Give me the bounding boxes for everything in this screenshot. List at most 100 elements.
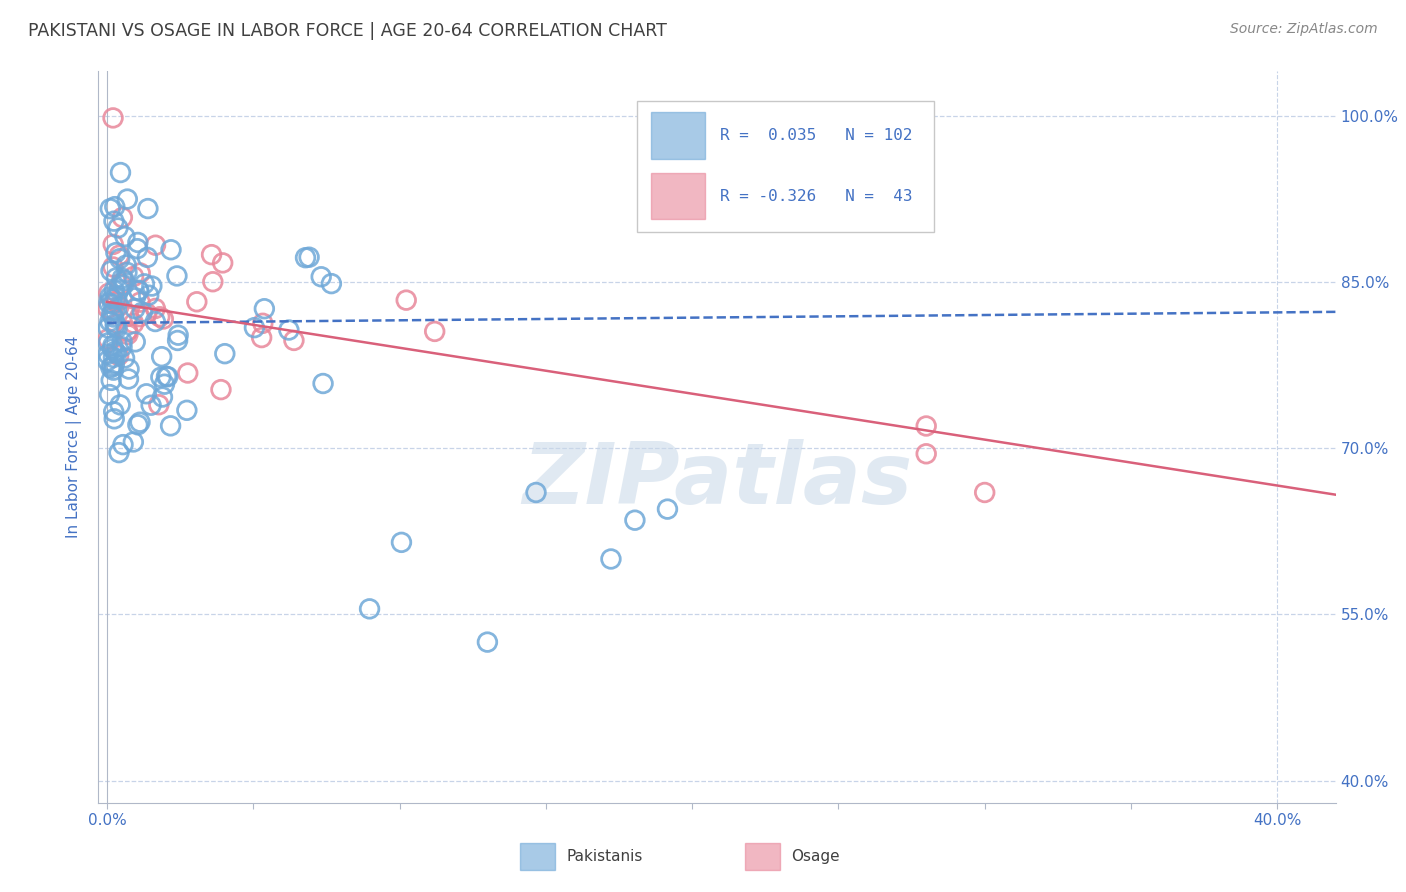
Point	[104, 317, 127, 331]
Text: R =  0.035   N = 102: R = 0.035 N = 102	[720, 128, 912, 143]
Text: Osage: Osage	[792, 849, 841, 863]
Point	[104, 344, 127, 359]
Point	[104, 319, 127, 334]
Point	[117, 310, 139, 324]
Point	[96, 353, 118, 368]
Point	[141, 279, 163, 293]
Point	[122, 269, 145, 284]
Point	[128, 310, 150, 324]
Point	[103, 237, 125, 252]
Point	[103, 363, 125, 377]
Point	[98, 314, 121, 328]
Point	[321, 277, 343, 291]
Point	[97, 332, 120, 346]
Point	[252, 316, 274, 330]
Point	[176, 403, 198, 417]
Point	[423, 325, 446, 339]
Point	[657, 502, 679, 516]
Point	[101, 342, 124, 356]
Point	[127, 242, 149, 256]
Point	[103, 310, 125, 324]
Point	[108, 398, 131, 412]
Point	[298, 250, 321, 264]
Point	[177, 366, 200, 380]
Point	[111, 334, 134, 349]
Point	[211, 256, 233, 270]
Point	[359, 602, 381, 616]
Point	[111, 340, 134, 354]
Point	[97, 335, 120, 350]
Point	[103, 412, 125, 426]
Point	[624, 513, 647, 527]
Point	[101, 260, 124, 274]
Point	[277, 323, 299, 337]
Point	[309, 269, 332, 284]
Point	[110, 277, 132, 292]
Point	[122, 316, 145, 330]
Point	[115, 258, 138, 272]
Point	[108, 445, 131, 459]
Point	[153, 377, 176, 392]
Point	[391, 535, 413, 549]
Point	[136, 202, 159, 216]
Point	[152, 390, 174, 404]
Point	[201, 275, 224, 289]
Point	[155, 369, 177, 384]
Point	[101, 297, 124, 311]
Point	[105, 346, 128, 360]
Point	[395, 293, 418, 307]
Point	[111, 271, 134, 285]
Point	[167, 328, 190, 343]
Point	[524, 485, 547, 500]
Point	[117, 192, 139, 206]
Point	[104, 245, 127, 260]
Point	[477, 635, 499, 649]
Point	[97, 347, 120, 361]
Point	[100, 264, 122, 278]
Point	[103, 357, 125, 371]
Point	[108, 252, 131, 266]
Point	[149, 370, 172, 384]
Point	[156, 369, 179, 384]
Point	[136, 251, 159, 265]
Point	[117, 324, 139, 338]
Point	[111, 437, 134, 451]
Point	[253, 301, 276, 316]
Text: R = -0.326   N =  43: R = -0.326 N = 43	[720, 188, 912, 203]
Point	[97, 321, 120, 335]
Point	[915, 419, 938, 434]
Point	[129, 295, 152, 310]
Point	[243, 320, 266, 334]
Point	[103, 405, 125, 419]
Bar	[651, 112, 704, 159]
Point	[600, 552, 623, 566]
Point	[107, 349, 129, 363]
Point	[148, 398, 170, 412]
Point	[105, 270, 128, 285]
Point	[214, 347, 236, 361]
Point	[134, 277, 156, 291]
Point	[143, 314, 166, 328]
Point	[150, 350, 173, 364]
Point	[101, 111, 124, 125]
Point	[105, 321, 128, 335]
Point	[112, 273, 135, 287]
Point	[97, 296, 120, 310]
Point	[108, 299, 131, 313]
Point	[107, 221, 129, 235]
Point	[209, 383, 232, 397]
Point	[152, 312, 174, 326]
Point	[149, 310, 172, 324]
Point	[104, 294, 127, 309]
Point	[98, 202, 121, 216]
Point	[100, 373, 122, 387]
Point	[166, 334, 188, 348]
Point	[250, 330, 273, 344]
Point	[139, 398, 162, 412]
Point	[101, 307, 124, 321]
Point	[129, 266, 152, 280]
Point	[114, 351, 136, 365]
Point	[294, 251, 316, 265]
Point	[97, 286, 120, 301]
Point	[915, 447, 938, 461]
